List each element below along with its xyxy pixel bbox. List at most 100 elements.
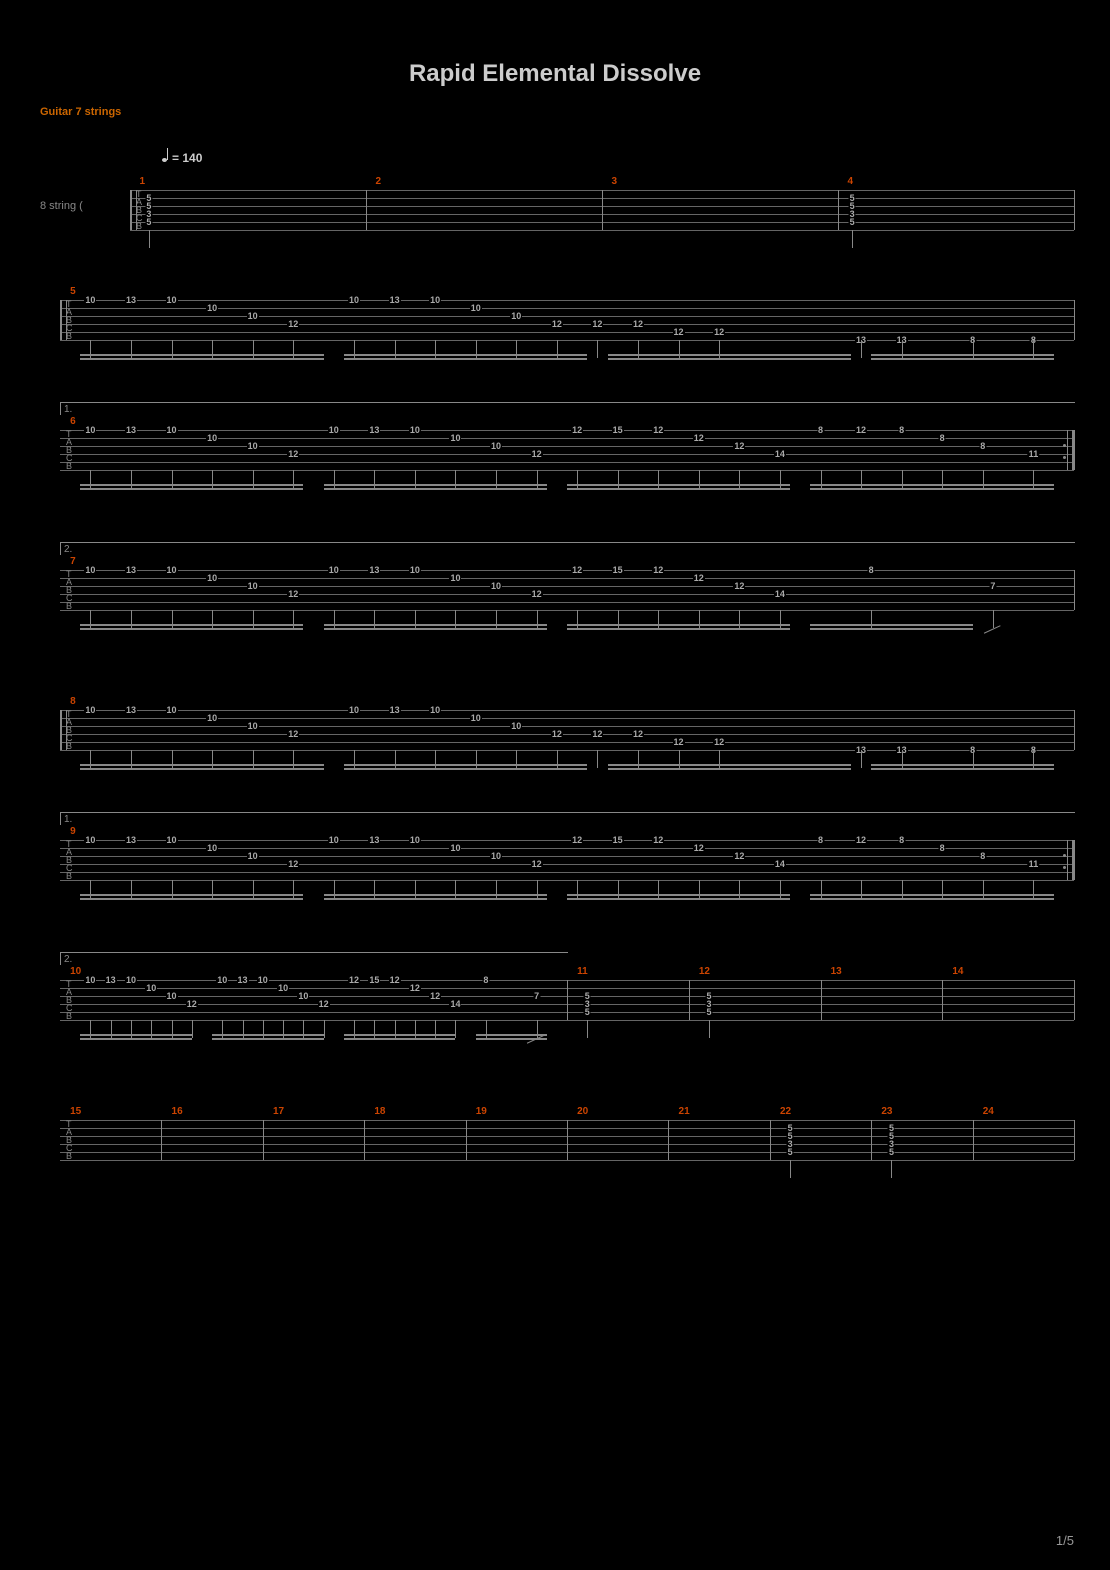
fret-number: 10 bbox=[429, 296, 441, 304]
beam bbox=[324, 894, 547, 896]
barline bbox=[1074, 1120, 1075, 1160]
tab-clef: TABCB bbox=[66, 840, 73, 880]
beam bbox=[344, 1038, 456, 1040]
fret-number: 15 bbox=[612, 836, 624, 844]
beam bbox=[324, 898, 547, 900]
fret-number: 10 bbox=[297, 992, 309, 1000]
repeat-dot bbox=[1063, 854, 1066, 857]
beam bbox=[810, 628, 972, 630]
repeat-dot bbox=[1063, 866, 1066, 869]
staff-system: TABCB61.10131010101210131010101212151212… bbox=[60, 430, 1074, 480]
beam bbox=[80, 768, 323, 770]
beam bbox=[810, 894, 1053, 896]
fret-number: 10 bbox=[84, 706, 96, 714]
tab-clef: TABCB bbox=[66, 430, 73, 470]
fret-number: 10 bbox=[84, 836, 96, 844]
beam bbox=[324, 624, 547, 626]
fret-number: 10 bbox=[166, 992, 178, 1000]
measure-number: 14 bbox=[952, 966, 963, 977]
measure-number: 9 bbox=[70, 826, 76, 837]
song-title: Rapid Elemental Dissolve bbox=[0, 0, 1110, 88]
measure-number: 16 bbox=[172, 1106, 183, 1117]
beam bbox=[567, 484, 790, 486]
fret-number: 7 bbox=[989, 582, 996, 590]
page-number: 1/5 bbox=[1056, 1533, 1074, 1548]
staff-system: TABCB10111213142.10131010101210131010101… bbox=[60, 980, 1074, 1030]
barline bbox=[1074, 570, 1075, 610]
measure-number: 6 bbox=[70, 416, 76, 427]
note-stem bbox=[709, 1020, 710, 1038]
barline bbox=[973, 1120, 974, 1160]
fret-number: 10 bbox=[328, 836, 340, 844]
measure-number: 5 bbox=[70, 286, 76, 297]
fret-number: 5 bbox=[705, 1008, 712, 1016]
fret-number: 10 bbox=[449, 434, 461, 442]
fret-number: 12 bbox=[591, 730, 603, 738]
fret-number: 12 bbox=[389, 976, 401, 984]
barline bbox=[364, 1120, 365, 1160]
beam bbox=[871, 768, 1054, 770]
fret-number: 12 bbox=[287, 320, 299, 328]
fret-number: 14 bbox=[449, 1000, 461, 1008]
staff-system: TABCB81013101010121013101010121212121213… bbox=[60, 710, 1074, 760]
beam bbox=[344, 358, 587, 360]
fret-number: 10 bbox=[490, 852, 502, 860]
note-stem bbox=[861, 750, 862, 768]
fret-number: 10 bbox=[449, 844, 461, 852]
measure-number: 8 bbox=[70, 696, 76, 707]
fret-number: 12 bbox=[571, 566, 583, 574]
barline bbox=[1074, 980, 1075, 1020]
beam bbox=[80, 358, 323, 360]
fret-number: 10 bbox=[166, 706, 178, 714]
fret-number: 10 bbox=[409, 836, 421, 844]
fret-number: 12 bbox=[531, 590, 543, 598]
measure-number: 19 bbox=[476, 1106, 487, 1117]
beam bbox=[344, 1034, 456, 1036]
barline bbox=[871, 1120, 872, 1160]
measure-number: 7 bbox=[70, 556, 76, 567]
fret-number: 8 bbox=[817, 836, 824, 844]
beam bbox=[80, 1038, 192, 1040]
start-barline bbox=[130, 190, 137, 230]
fret-number: 10 bbox=[510, 312, 522, 320]
fret-number: 12 bbox=[693, 574, 705, 582]
staff-system: TABCB123455355535 bbox=[130, 190, 1074, 240]
fret-number: 10 bbox=[247, 312, 259, 320]
fret-number: 10 bbox=[257, 976, 269, 984]
fret-number: 13 bbox=[368, 426, 380, 434]
beam bbox=[608, 768, 851, 770]
fret-number: 13 bbox=[389, 296, 401, 304]
note-stem bbox=[597, 340, 598, 358]
fret-number: 5 bbox=[888, 1148, 895, 1156]
fret-number: 8 bbox=[939, 844, 946, 852]
staff-system: TABCB72.10131010101210131010101212151212… bbox=[60, 570, 1074, 620]
fret-number: 12 bbox=[713, 328, 725, 336]
measure-number: 2 bbox=[375, 176, 381, 187]
fret-number: 10 bbox=[449, 574, 461, 582]
fret-number: 13 bbox=[125, 566, 137, 574]
beam bbox=[476, 1034, 547, 1036]
barline bbox=[366, 190, 367, 230]
fret-number: 10 bbox=[470, 714, 482, 722]
fret-number: 5 bbox=[787, 1148, 794, 1156]
fret-number: 14 bbox=[774, 450, 786, 458]
fret-number: 10 bbox=[84, 296, 96, 304]
repeat-label: 2. bbox=[64, 544, 72, 555]
beam bbox=[212, 1038, 324, 1040]
fret-number: 12 bbox=[318, 1000, 330, 1008]
fret-number: 10 bbox=[125, 976, 137, 984]
beam bbox=[810, 898, 1053, 900]
fret-number: 12 bbox=[673, 328, 685, 336]
fret-number: 10 bbox=[470, 304, 482, 312]
beam bbox=[80, 898, 303, 900]
fret-number: 10 bbox=[166, 426, 178, 434]
start-barline bbox=[60, 710, 67, 750]
fret-number: 12 bbox=[693, 434, 705, 442]
beam bbox=[80, 1034, 192, 1036]
barline bbox=[942, 980, 943, 1020]
fret-number: 8 bbox=[939, 434, 946, 442]
beam bbox=[344, 768, 587, 770]
instrument-label: Guitar 7 strings bbox=[40, 106, 121, 118]
fret-number: 12 bbox=[591, 320, 603, 328]
fret-number: 12 bbox=[551, 730, 563, 738]
